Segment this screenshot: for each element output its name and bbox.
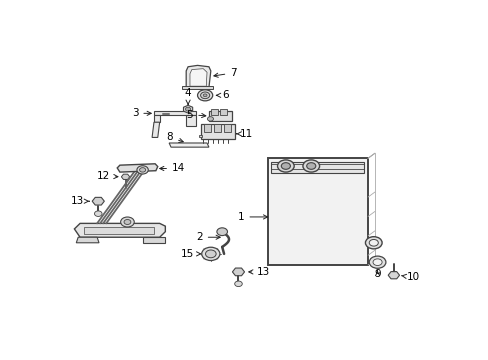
- Circle shape: [121, 217, 134, 227]
- Bar: [267, 158, 367, 265]
- Polygon shape: [76, 237, 99, 243]
- Circle shape: [124, 220, 131, 225]
- Circle shape: [137, 166, 148, 174]
- Polygon shape: [189, 69, 206, 86]
- Polygon shape: [186, 66, 210, 87]
- Text: 15: 15: [181, 249, 200, 259]
- Bar: [213, 123, 220, 132]
- Polygon shape: [117, 164, 158, 172]
- Text: 7: 7: [213, 68, 236, 78]
- Polygon shape: [182, 86, 212, 89]
- Circle shape: [203, 94, 206, 97]
- Bar: [223, 123, 230, 132]
- Circle shape: [277, 160, 294, 172]
- Circle shape: [202, 247, 220, 261]
- Polygon shape: [169, 143, 208, 147]
- Polygon shape: [142, 237, 165, 243]
- Circle shape: [372, 259, 381, 266]
- Bar: [220, 109, 226, 115]
- Bar: [203, 123, 210, 132]
- Polygon shape: [92, 197, 104, 205]
- Text: 1: 1: [237, 212, 267, 222]
- Bar: [201, 123, 235, 139]
- Bar: [208, 111, 231, 121]
- Circle shape: [200, 92, 209, 99]
- Text: 14: 14: [160, 163, 185, 174]
- Polygon shape: [232, 268, 244, 276]
- Circle shape: [281, 163, 290, 169]
- Circle shape: [139, 168, 145, 172]
- Circle shape: [207, 117, 213, 121]
- Text: 9: 9: [373, 269, 380, 279]
- Circle shape: [234, 281, 242, 287]
- Circle shape: [368, 256, 385, 268]
- Circle shape: [302, 160, 319, 172]
- Circle shape: [94, 211, 102, 216]
- Text: 5: 5: [186, 110, 205, 120]
- Polygon shape: [183, 105, 192, 113]
- Text: 11: 11: [236, 129, 252, 139]
- Text: 4: 4: [184, 88, 191, 104]
- Polygon shape: [154, 115, 159, 122]
- Circle shape: [368, 239, 378, 246]
- Text: 10: 10: [401, 273, 419, 283]
- Polygon shape: [74, 223, 165, 237]
- Polygon shape: [199, 135, 202, 138]
- Text: 6: 6: [216, 90, 229, 100]
- Polygon shape: [154, 111, 195, 115]
- Circle shape: [365, 237, 381, 249]
- Polygon shape: [186, 115, 195, 126]
- Polygon shape: [121, 174, 129, 179]
- Circle shape: [306, 163, 315, 169]
- Text: 3: 3: [131, 108, 151, 118]
- Polygon shape: [152, 122, 159, 138]
- Circle shape: [197, 90, 212, 101]
- Bar: [210, 109, 217, 115]
- Circle shape: [185, 107, 190, 111]
- Text: 12: 12: [97, 171, 118, 181]
- Text: 13: 13: [70, 196, 89, 206]
- Bar: [84, 227, 154, 234]
- Circle shape: [217, 228, 227, 235]
- Circle shape: [205, 250, 216, 258]
- Polygon shape: [387, 271, 399, 279]
- Text: 8: 8: [166, 132, 183, 143]
- Bar: [271, 162, 364, 174]
- Text: 2: 2: [196, 232, 220, 242]
- Text: 13: 13: [248, 267, 270, 277]
